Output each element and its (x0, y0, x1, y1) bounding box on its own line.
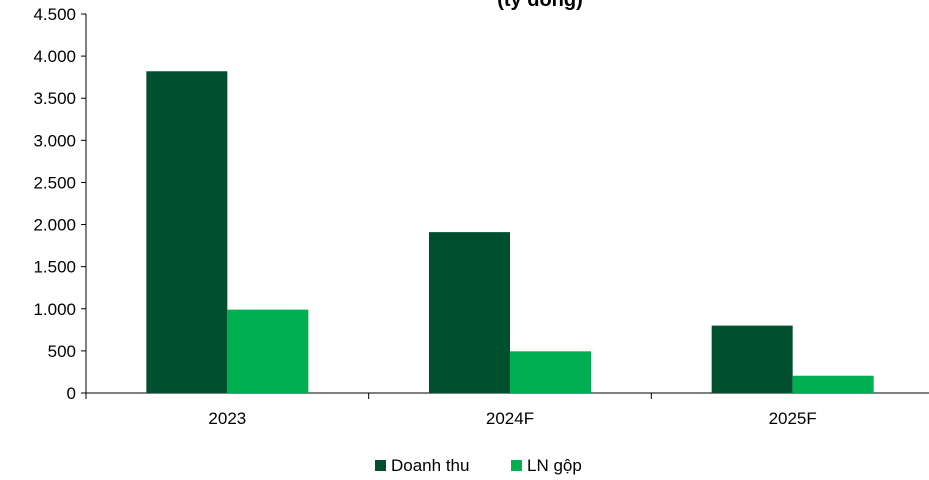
bar-ln-gop-2024f (510, 351, 591, 393)
chart-title: (tỷ đồng) (497, 0, 583, 11)
x-tick-label: 2023 (208, 409, 246, 428)
legend-swatch (511, 460, 522, 471)
legend-label: Doanh thu (391, 456, 469, 475)
legend-swatch (375, 460, 386, 471)
y-tick-label: 2.000 (33, 216, 76, 235)
bars (146, 71, 874, 393)
y-axis: 0 500 1.000 1.500 2.000 2.500 3.000 3.500 4.000 4… (33, 5, 87, 403)
bar-ln-gop-2025f (792, 375, 874, 393)
y-tick-label: 0 (67, 384, 76, 403)
y-tick-label: 1.500 (33, 258, 76, 277)
y-tick-label: 2.500 (33, 173, 76, 192)
y-tick-label: 500 (48, 342, 76, 361)
y-tick-label: 4.500 (33, 5, 76, 24)
y-tick-label: 3.000 (33, 131, 76, 150)
legend-label: LN gộp (527, 456, 582, 475)
bar-doanh-thu-2025f (711, 325, 793, 393)
y-tick-label: 4.000 (33, 47, 76, 66)
bar-doanh-thu-2024f (429, 232, 510, 393)
legend: Doanh thu LN gộp (375, 456, 582, 475)
bar-doanh-thu-2023 (146, 71, 228, 393)
x-tick-label: 2025F (769, 409, 817, 428)
y-tick-label: 3.500 (33, 89, 76, 108)
x-tick-label: 2024F (486, 409, 534, 428)
x-axis: 2023 2024F 2025F (85, 392, 929, 428)
y-tick-label: 1.000 (33, 300, 76, 319)
bar-ln-gop-2023 (227, 309, 309, 393)
